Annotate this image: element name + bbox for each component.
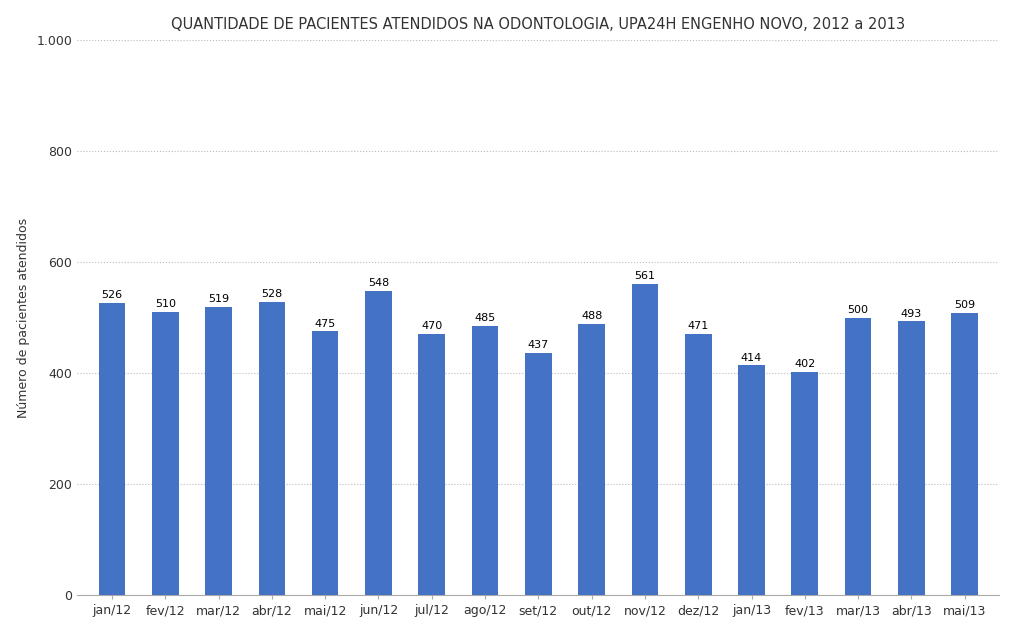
Bar bbox=[685, 333, 711, 595]
Bar bbox=[152, 312, 179, 595]
Title: QUANTIDADE DE PACIENTES ATENDIDOS NA ODONTOLOGIA, UPA24H ENGENHO NOVO, 2012 a 20: QUANTIDADE DE PACIENTES ATENDIDOS NA ODO… bbox=[172, 16, 905, 32]
Bar bbox=[258, 302, 285, 595]
Text: 509: 509 bbox=[954, 300, 975, 310]
Text: 528: 528 bbox=[261, 289, 282, 299]
Bar bbox=[365, 291, 392, 595]
Bar bbox=[525, 353, 552, 595]
Text: 475: 475 bbox=[315, 319, 336, 328]
Text: 485: 485 bbox=[474, 313, 496, 323]
Bar bbox=[739, 365, 765, 595]
Bar bbox=[471, 326, 499, 595]
Text: 493: 493 bbox=[901, 309, 923, 319]
Bar bbox=[951, 313, 978, 595]
Text: 510: 510 bbox=[154, 299, 176, 309]
Y-axis label: Número de pacientes atendidos: Número de pacientes atendidos bbox=[16, 217, 29, 418]
Bar bbox=[205, 307, 232, 595]
Text: 561: 561 bbox=[634, 271, 655, 281]
Text: 488: 488 bbox=[581, 311, 602, 321]
Bar bbox=[99, 303, 125, 595]
Text: 437: 437 bbox=[527, 340, 549, 350]
Text: 402: 402 bbox=[795, 359, 816, 369]
Text: 470: 470 bbox=[421, 321, 442, 332]
Text: 526: 526 bbox=[102, 290, 123, 301]
Bar bbox=[632, 283, 658, 595]
Bar bbox=[578, 324, 605, 595]
Bar bbox=[419, 334, 445, 595]
Text: 519: 519 bbox=[208, 294, 230, 304]
Bar bbox=[312, 332, 338, 595]
Text: 500: 500 bbox=[847, 305, 869, 314]
Text: 414: 414 bbox=[741, 353, 762, 363]
Bar bbox=[791, 372, 818, 595]
Text: 548: 548 bbox=[368, 278, 389, 288]
Text: 471: 471 bbox=[688, 321, 709, 331]
Bar bbox=[898, 321, 925, 595]
Bar bbox=[844, 318, 872, 595]
